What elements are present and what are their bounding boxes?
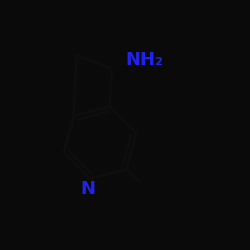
Text: NH₂: NH₂: [126, 51, 163, 69]
Text: N: N: [80, 180, 95, 198]
